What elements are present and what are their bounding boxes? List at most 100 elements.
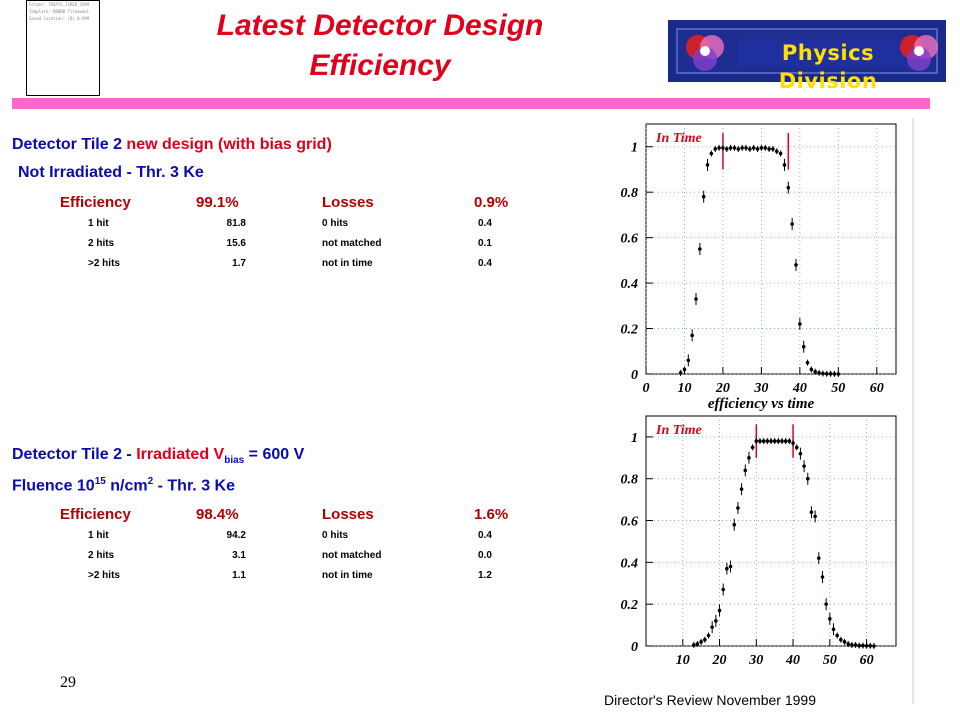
fluence-exponent: 15 bbox=[94, 476, 106, 487]
thumbnail-line: Template: RB8BB Tilemodel bbox=[29, 9, 90, 14]
data-point bbox=[748, 147, 752, 151]
table-cell: not in time bbox=[322, 258, 373, 269]
data-point bbox=[751, 146, 756, 150]
data-point bbox=[772, 439, 777, 443]
data-point bbox=[842, 640, 847, 644]
data-point bbox=[732, 522, 737, 527]
section2-heading-prefix: Detector Tile 2 - bbox=[12, 446, 137, 463]
y-tick-label: 0 bbox=[631, 640, 638, 655]
section1-efficiency-value: 99.1% bbox=[196, 194, 239, 211]
table-cell: 1 hit bbox=[88, 530, 109, 541]
data-point bbox=[678, 371, 683, 375]
table-cell: 1 hit bbox=[88, 218, 109, 229]
x-tick-label: 60 bbox=[860, 653, 874, 668]
data-point bbox=[787, 439, 792, 443]
section2-losses-value: 1.6% bbox=[474, 506, 509, 523]
x-tick-label: 0 bbox=[643, 381, 650, 396]
section2-losses-label: Losses bbox=[322, 506, 374, 523]
data-point bbox=[736, 506, 740, 510]
data-point bbox=[805, 476, 810, 481]
section1-losses-label: Losses bbox=[322, 194, 374, 211]
table-cell: 0.4 bbox=[478, 218, 492, 229]
section2-fluence: Fluence 1015 n/cm2 - Thr. 3 Ke bbox=[12, 476, 235, 495]
plot-frame bbox=[645, 123, 897, 375]
data-point bbox=[824, 602, 828, 606]
data-point bbox=[872, 644, 876, 648]
data-point bbox=[714, 619, 718, 623]
plot-edge bbox=[912, 118, 914, 414]
x-tick-label: 30 bbox=[753, 381, 768, 396]
data-point bbox=[725, 566, 729, 571]
table-cell: 94.2 bbox=[226, 530, 246, 541]
table-cell: >2 hits bbox=[88, 570, 120, 581]
data-point bbox=[809, 367, 814, 372]
fluence-prefix: Fluence 10 bbox=[12, 477, 95, 495]
section1-heading-prefix: Detector Tile 2 bbox=[12, 136, 127, 153]
page-number: 29 bbox=[60, 674, 76, 691]
data-point bbox=[813, 369, 818, 374]
x-tick-label: 40 bbox=[792, 381, 807, 396]
x-tick-label: 40 bbox=[785, 653, 800, 668]
data-point bbox=[736, 147, 741, 151]
data-point bbox=[763, 146, 768, 150]
data-point bbox=[713, 147, 718, 151]
plot-frame bbox=[645, 415, 897, 647]
section1-subheading: Not Irradiated - Thr. 3 Ke bbox=[18, 164, 204, 181]
data-point bbox=[817, 371, 821, 375]
x-tick-label: 30 bbox=[748, 653, 763, 668]
data-point bbox=[816, 556, 821, 560]
section2-heading-suffix: = 600 V bbox=[244, 446, 305, 463]
section2-heading-sub: bias bbox=[224, 455, 245, 467]
data-point bbox=[846, 642, 851, 646]
data-point bbox=[790, 222, 794, 226]
table-cell: 0.1 bbox=[478, 238, 492, 249]
logo-text: Physics Division bbox=[738, 39, 918, 93]
x-tick-label: 10 bbox=[677, 381, 691, 396]
data-point bbox=[695, 642, 700, 646]
data-point bbox=[809, 510, 814, 514]
section1-efficiency-label: Efficiency bbox=[60, 194, 131, 211]
thumbnail-line: Saved location: (B) 0.999 bbox=[29, 16, 90, 21]
data-point bbox=[750, 445, 755, 450]
slide-title: Latest Detector Design Efficiency bbox=[140, 6, 620, 86]
data-point bbox=[701, 194, 706, 199]
data-point bbox=[850, 643, 854, 647]
data-point bbox=[728, 146, 733, 150]
y-tick-label: 0.8 bbox=[621, 186, 639, 201]
x-tick-label: 50 bbox=[823, 653, 837, 668]
data-point bbox=[839, 637, 843, 642]
y-tick-label: 0 bbox=[631, 368, 638, 383]
data-point bbox=[828, 371, 833, 376]
y-tick-label: 0.2 bbox=[621, 323, 639, 338]
data-point bbox=[743, 468, 748, 473]
data-point bbox=[828, 617, 832, 621]
x-axis-label: efficiency vs time bbox=[708, 396, 815, 412]
table-cell: 1.7 bbox=[232, 258, 246, 269]
data-point bbox=[824, 371, 829, 376]
data-point bbox=[709, 151, 714, 156]
data-point bbox=[794, 263, 798, 267]
data-point bbox=[801, 344, 806, 349]
table-cell: 0.0 bbox=[478, 550, 492, 561]
data-point bbox=[705, 163, 710, 167]
x-tick-label: 20 bbox=[712, 653, 727, 668]
data-point bbox=[732, 146, 737, 150]
x-tick-label: 10 bbox=[676, 653, 690, 668]
data-point bbox=[853, 643, 858, 647]
fluence-suffix: - Thr. 3 Ke bbox=[153, 477, 235, 495]
data-point bbox=[831, 627, 836, 632]
y-tick-label: 0.6 bbox=[621, 232, 639, 247]
data-point bbox=[758, 439, 762, 443]
section1-losses-value: 0.9% bbox=[474, 194, 509, 211]
data-point bbox=[769, 439, 773, 443]
data-point bbox=[802, 464, 806, 468]
y-tick-label: 1 bbox=[631, 431, 638, 446]
data-point bbox=[798, 322, 802, 326]
data-point bbox=[864, 643, 869, 648]
x-tick-label: 50 bbox=[831, 381, 845, 396]
table-cell: 0 hits bbox=[322, 218, 349, 229]
section1-heading-red: new design (with bias grid) bbox=[126, 136, 332, 153]
fluence-unit: n/cm bbox=[105, 477, 148, 495]
data-point bbox=[721, 587, 726, 592]
data-point bbox=[813, 514, 817, 519]
